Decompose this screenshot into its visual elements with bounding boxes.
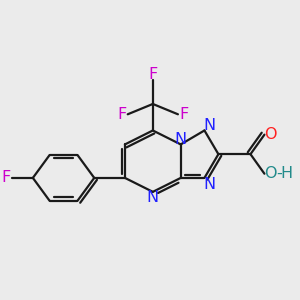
Text: F: F (179, 107, 189, 122)
Text: F: F (117, 107, 126, 122)
Text: N: N (175, 132, 187, 147)
Text: O: O (264, 166, 277, 181)
Text: F: F (1, 170, 10, 185)
Text: F: F (148, 67, 158, 82)
Text: N: N (203, 176, 215, 191)
Text: O: O (264, 127, 277, 142)
Text: H: H (280, 166, 292, 181)
Text: N: N (147, 190, 159, 206)
Text: N: N (203, 118, 215, 133)
Text: -: - (276, 166, 281, 181)
